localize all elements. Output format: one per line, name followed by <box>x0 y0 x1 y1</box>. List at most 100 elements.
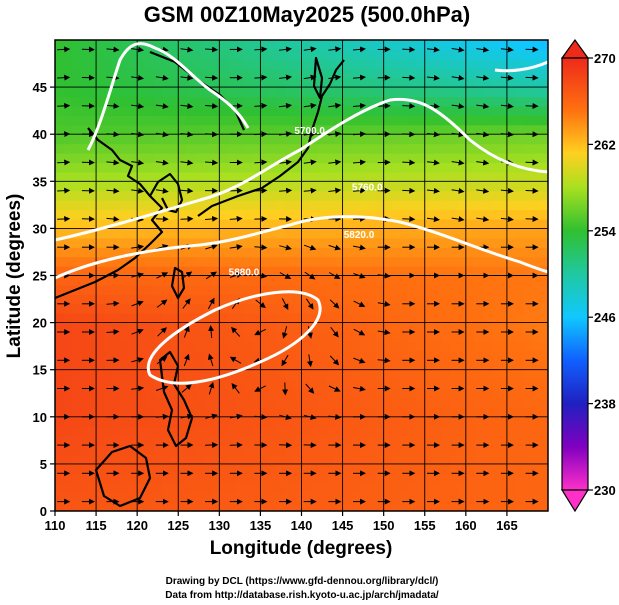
heatmap-cell <box>104 153 114 164</box>
heatmap-cell <box>375 77 385 88</box>
heatmap-cell <box>383 416 393 427</box>
heatmap-cell <box>71 388 81 399</box>
heatmap-cell <box>498 275 508 286</box>
heatmap-cell <box>268 313 278 324</box>
heatmap-cell <box>285 482 294 493</box>
heatmap-cell <box>474 58 483 69</box>
heatmap-cell <box>506 181 516 192</box>
heatmap-cell <box>170 454 179 465</box>
heatmap-cell <box>375 407 385 418</box>
heatmap-cell <box>400 124 409 135</box>
heatmap-cell <box>449 379 459 390</box>
heatmap-cell <box>252 96 262 107</box>
heatmap-cell <box>71 162 81 173</box>
heatmap-cell <box>301 58 311 69</box>
heatmap-cell <box>161 247 171 258</box>
heatmap-cell <box>317 313 327 324</box>
heatmap-cell <box>457 482 467 493</box>
heatmap-cell <box>104 77 114 88</box>
heatmap-cell <box>506 134 516 145</box>
heatmap-cell <box>375 416 385 427</box>
y-axis-label: Latitude (degrees) <box>4 194 25 359</box>
heatmap-cell <box>211 313 220 324</box>
heatmap-cell <box>424 435 434 446</box>
heatmap-cell <box>235 68 245 79</box>
heatmap-cell <box>531 322 541 333</box>
heatmap-cell <box>449 332 459 343</box>
heatmap-cell <box>350 492 360 503</box>
heatmap-cell <box>367 341 377 352</box>
heatmap-cell <box>219 58 229 69</box>
heatmap-cell <box>235 247 245 258</box>
wind-arrow <box>156 299 168 308</box>
heatmap-cell <box>268 407 278 418</box>
heatmap-cell <box>506 303 516 314</box>
heatmap-cell <box>383 407 393 418</box>
heatmap-cell <box>350 275 360 286</box>
heatmap-cell <box>523 341 533 352</box>
heatmap-cell <box>334 482 344 493</box>
heatmap-cell <box>424 256 434 267</box>
heatmap-cell <box>309 492 319 503</box>
heatmap-cell <box>293 247 303 258</box>
heatmap-cell <box>178 397 188 408</box>
heatmap-cell <box>465 96 475 107</box>
heatmap-cell <box>539 40 548 51</box>
heatmap-cell <box>219 379 229 390</box>
wind-arrow <box>329 355 340 366</box>
heatmap-cell <box>170 96 179 107</box>
heatmap-cell <box>120 68 130 79</box>
heatmap-cell <box>449 68 459 79</box>
heatmap-cell <box>202 247 212 258</box>
heatmap-cell <box>383 341 393 352</box>
heatmap-cell <box>243 473 253 484</box>
heatmap-cell <box>375 426 385 437</box>
heatmap-cell <box>350 416 360 427</box>
heatmap-cell <box>482 501 492 511</box>
heatmap-cell <box>243 332 253 343</box>
heatmap-cell <box>367 313 377 324</box>
heatmap-cell <box>342 153 352 164</box>
heatmap-cell <box>285 49 294 60</box>
heatmap-cell <box>235 482 245 493</box>
heatmap-cell <box>71 435 81 446</box>
heatmap-cell <box>490 303 500 314</box>
heatmap-cell <box>235 473 245 484</box>
heatmap-cell <box>457 397 467 408</box>
heatmap-cell <box>400 341 409 352</box>
heatmap-cell <box>235 341 245 352</box>
heatmap-cell <box>112 379 122 390</box>
heatmap-cell <box>219 124 229 135</box>
heatmap-cell <box>416 463 426 474</box>
heatmap-cell <box>441 124 450 135</box>
wind-arrow <box>303 244 317 251</box>
heatmap-cell <box>153 68 163 79</box>
heatmap-cell <box>498 492 508 503</box>
heatmap-cell <box>326 435 335 446</box>
heatmap-cell <box>441 209 450 220</box>
heatmap-cell <box>400 501 409 511</box>
heatmap-cell <box>523 284 533 295</box>
heatmap-cell <box>104 49 114 60</box>
heatmap-cell <box>326 360 335 371</box>
heatmap-cell <box>120 294 130 305</box>
heatmap-cell <box>145 115 155 126</box>
heatmap-cell <box>285 181 294 192</box>
heatmap-cell <box>498 77 508 88</box>
heatmap-cell <box>112 350 122 361</box>
heatmap-cell <box>219 87 229 98</box>
heatmap-cell <box>465 379 475 390</box>
heatmap-cell <box>408 294 418 305</box>
heatmap-cell <box>211 284 220 295</box>
heatmap-cell <box>268 143 278 154</box>
heatmap-cell <box>202 482 212 493</box>
heatmap-cell <box>309 294 319 305</box>
heatmap-cell <box>359 77 368 88</box>
heatmap-cell <box>128 228 138 239</box>
heatmap-cell <box>145 162 155 173</box>
heatmap-cell <box>383 303 393 314</box>
heatmap-cell <box>276 379 286 390</box>
heatmap-cell <box>531 247 541 258</box>
heatmap-cell <box>178 181 188 192</box>
heatmap-cell <box>408 407 418 418</box>
